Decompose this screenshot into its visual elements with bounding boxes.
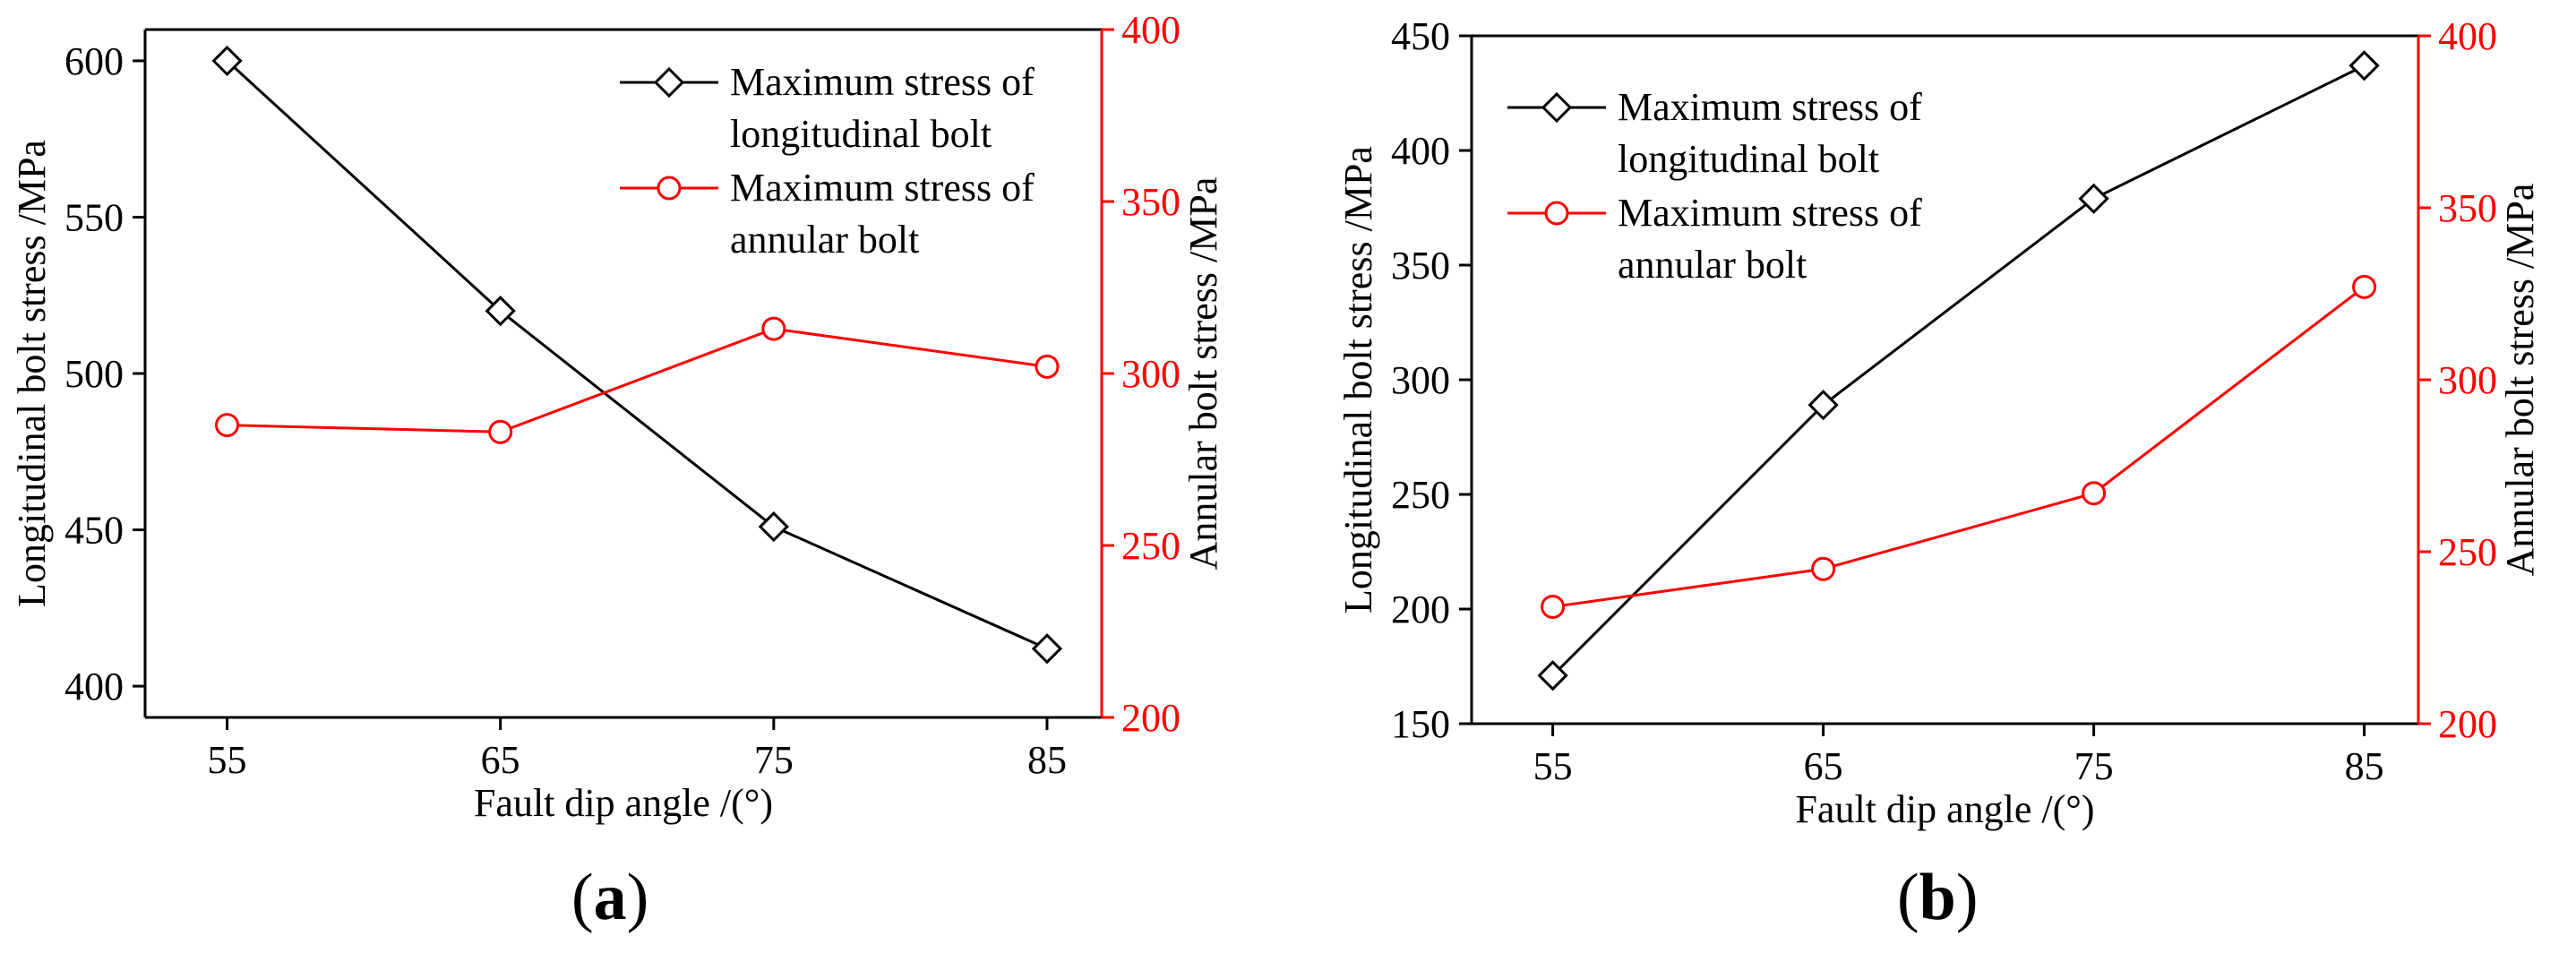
chart-b-y2-axis-label: Annular bolt stress /MPa [2498,184,2542,577]
chart-a-series-0-point [758,511,789,543]
chart-b-series-0-point [1807,390,1839,421]
chart-a-legend-text-1: annular bolt [730,218,919,262]
chart-b-legend-text-1: Maximum stress of [1618,191,1922,235]
chart-b-y-tick-label: 400 [1391,129,1450,173]
chart-a-x-tick-label: 55 [208,738,247,782]
chart-b-y2-tick-label: 200 [2438,702,2497,746]
chart-b-series-1-point [2352,274,2377,299]
chart-b-legend-marker-1 [1544,201,1569,226]
chart-b-x-tick-label: 65 [1804,744,1843,788]
chart-b-series-0-line [1551,64,2366,677]
chart-b-legend-text-1: annular bolt [1618,243,1807,287]
chart-a-series-0-line [226,59,1048,650]
chart-a-x-tick-label: 75 [754,738,794,782]
chart-a-legend-marker-1 [657,176,682,201]
chart-a-y2-tick-label: 300 [1121,352,1181,396]
chart-b-legend-text-0: Maximum stress of [1618,85,1922,129]
chart-b-y-axis-label: Longitudinal bolt stress /MPa [1336,146,1380,614]
chart-b-series-1-line [1552,286,2366,608]
chart-b-legend: Maximum stress of longitudinal bolt Maximu… [1507,85,1922,287]
chart-b-series-0-point [2348,50,2380,82]
caption-b-close: ) [1955,861,1979,934]
chart-a-y-axis-label: Longitudinal bolt stress /MPa [10,140,54,607]
chart-b-y2-tick-label: 250 [2438,530,2497,574]
chart-a-series-1-point [761,316,786,341]
chart-a-series-0-point [1031,633,1063,665]
caption-b: (b) [1897,860,1978,936]
chart-a-legend-text-0: longitudinal bolt [730,112,992,156]
chart-a-y2-tick-label: 250 [1121,524,1181,568]
chart-a-y-tick-label: 400 [64,665,124,708]
chart-b-series-1-point [1541,594,1566,619]
chart-a-x-tick-label: 65 [481,738,520,782]
caption-a-letter: a [593,861,627,934]
caption-a: (a) [571,860,648,936]
chart-a-y-tick-label: 500 [64,352,124,396]
chart-b-y2-tick-label: 400 [2438,14,2497,58]
caption-b-letter: b [1919,861,1956,934]
chart-b-y-tick-label: 200 [1391,588,1450,631]
caption-b-open: ( [1897,861,1919,934]
chart-a-legend-text-1: Maximum stress of [730,166,1035,210]
chart-b-x-axis-label: Fault dip angle /(°) [1795,787,2094,831]
chart-b-y-tick-label: 250 [1391,473,1450,517]
chart-a-y-tick-label: 600 [64,39,124,83]
chart-a-y2-tick-label: 400 [1121,8,1181,52]
chart-b-y2-tick-label: 350 [2438,186,2497,230]
chart-b-legend-text-0: longitudinal bolt [1618,137,1879,181]
chart-b-legend-marker-0 [1541,91,1573,124]
chart-a-series-1-point [215,413,240,438]
chart-b-y-tick-label: 300 [1391,358,1450,402]
chart-a-y2-tick-label: 200 [1121,696,1181,740]
chart-a-legend-text-0: Maximum stress of [730,60,1035,104]
chart-a-series-0-point [485,296,516,327]
chart-a-series-1-point [1035,354,1060,379]
chart-b-y-tick-label: 450 [1391,14,1450,58]
chart-b-y2-tick-label: 300 [2438,358,2497,402]
chart-a-y-tick-label: 550 [64,195,124,239]
chart-a-legend: Maximum stress of longitudinal bolt Maximu… [620,60,1035,262]
chart-a-y-tick-label: 450 [64,509,124,553]
chart-a-legend-marker-0 [653,66,685,99]
chart-b-series-0-point [1537,660,1568,691]
chart-b-y-tick-label: 150 [1391,702,1450,746]
chart-a-series-0-point [211,45,243,77]
chart-b-x-tick-label: 85 [2345,744,2384,788]
chart-b-series-1-point [2082,481,2107,506]
chart-a-y2-axis-label: Annular bolt stress /MPa [1181,177,1225,571]
chart-b-series-1-point [1811,556,1836,581]
caption-a-close: ) [626,861,649,934]
chart-b-x-tick-label: 75 [2074,744,2114,788]
chart-a-series-1-line [227,327,1048,434]
caption-a-open: ( [571,861,594,934]
chart-b-y-tick-label: 350 [1391,244,1450,288]
chart-b-x-tick-label: 55 [1533,744,1573,788]
chart-a-x-axis-label: Fault dip angle /(°) [474,781,773,825]
chart-b-series-0-point [2078,183,2109,214]
chart-a: 55 65 75 85 400 450 500 550 600 200 250 300 350 400 Fa… [10,8,1225,825]
chart-a-x-tick-label: 85 [1027,738,1067,782]
chart-a-y2-tick-label: 350 [1121,180,1181,224]
chart-b: 55 65 75 85 150 200 250 300 350 400 450 200 250 300 35… [1336,14,2542,831]
chart-a-series-1-point [488,419,513,444]
